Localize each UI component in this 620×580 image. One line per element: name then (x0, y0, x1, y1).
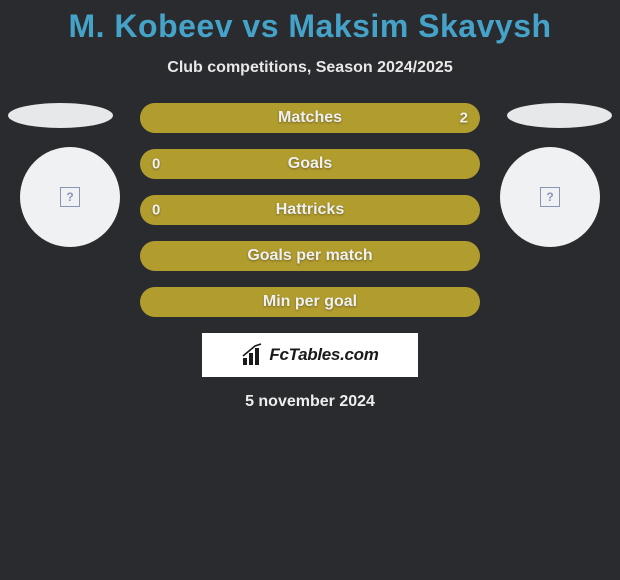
stat-row: Matches 2 (140, 103, 480, 133)
date-label: 5 november 2024 (0, 393, 620, 411)
comparison-area: ? ? Matches 2 Goals 0 Hattricks 0 Goals per ma… (0, 103, 620, 317)
question-icon: ? (66, 190, 73, 204)
page-subtitle: Club competitions, Season 2024/2025 (0, 59, 620, 77)
bars-icon (241, 343, 265, 367)
stat-label: Hattricks (276, 201, 344, 219)
avatar-placeholder-icon: ? (60, 187, 80, 207)
logo-box: FcTables.com (202, 333, 418, 377)
stat-label: Min per goal (263, 293, 357, 311)
stat-label: Goals per match (247, 247, 372, 265)
player-avatar-left: ? (20, 147, 120, 247)
stat-value-right: 2 (460, 110, 468, 127)
question-icon: ? (546, 190, 553, 204)
stat-row: Min per goal (140, 287, 480, 317)
stat-value-left: 0 (152, 202, 160, 219)
stat-label: Matches (278, 109, 342, 127)
stat-row: Goals per match (140, 241, 480, 271)
team-dot-right (507, 103, 612, 128)
stat-row: Goals 0 (140, 149, 480, 179)
stat-row: Hattricks 0 (140, 195, 480, 225)
page-title: M. Kobeev vs Maksim Skavysh (0, 0, 620, 45)
stat-value-left: 0 (152, 156, 160, 173)
stat-rows: Matches 2 Goals 0 Hattricks 0 Goals per match M… (140, 103, 480, 317)
stat-label: Goals (288, 155, 332, 173)
logo-text: FcTables.com (269, 345, 378, 365)
team-dot-left (8, 103, 113, 128)
avatar-placeholder-icon: ? (540, 187, 560, 207)
player-avatar-right: ? (500, 147, 600, 247)
